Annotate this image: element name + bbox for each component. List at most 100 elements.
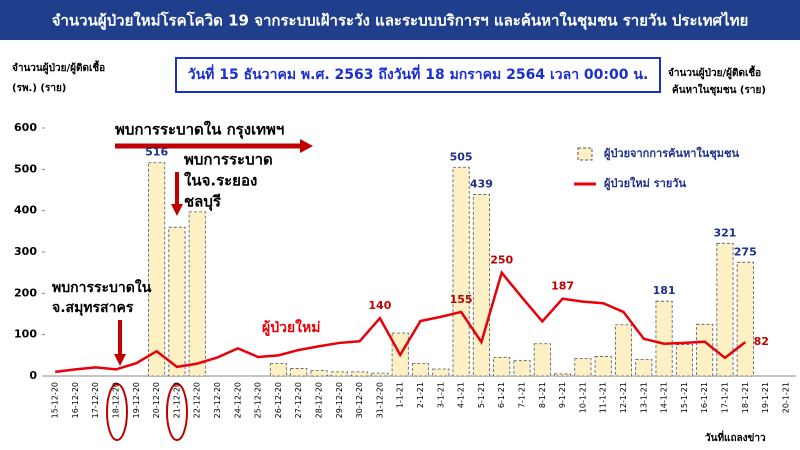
- y2-label: ค้นหาในชุมชน (ราย): [672, 83, 766, 96]
- data-label: 140: [368, 299, 391, 312]
- x-tick-label: 14-1-21: [660, 382, 669, 413]
- bar: [655, 300, 673, 377]
- legend-label: ผู้ป่วยใหม่ รายวัน: [604, 176, 686, 191]
- x-tick-label: 24-12-20: [233, 382, 242, 418]
- x-tick-label: 19-12-20: [132, 382, 141, 418]
- bar: [696, 323, 714, 377]
- annotation: ผู้ป่วยใหม่: [262, 318, 320, 336]
- annotation: พบการระบาดใน กรุงเทพฯ: [115, 121, 284, 140]
- bar: [472, 194, 490, 377]
- annotation: ชลบุรี: [184, 193, 222, 212]
- x-tick-label: 10-1-21: [578, 382, 587, 413]
- y-label: (รพ.) (ราย): [12, 83, 66, 94]
- y-label: จำนวนผู้ป่วย/ผู้ติดเชื้อ: [12, 60, 105, 75]
- y2-label: จำนวนผู้ป่วย/ผู้ติดเชื้อ: [668, 65, 761, 80]
- x-tick-label: 22-12-20: [193, 382, 202, 418]
- y-tick-label: 600: [14, 121, 37, 134]
- y-tick-label: 300: [14, 245, 37, 258]
- data-label: 275: [734, 245, 757, 258]
- chart-title: จำนวนผู้ป่วยใหม่โรคโควิด 19 จากระบบเฝ้าร…: [52, 11, 749, 31]
- legend-label: ผู้ป่วยจากการค้นหาในชุมชน: [604, 146, 739, 161]
- arrow-head: [300, 139, 313, 153]
- data-label: 181: [653, 284, 676, 297]
- data-label: 155: [450, 293, 473, 306]
- bar: [635, 359, 653, 377]
- x-tick-label: 16-12-20: [71, 382, 80, 418]
- legend-swatch: [577, 147, 593, 161]
- annotation: ในจ.ระยอง: [184, 172, 257, 190]
- data-label: 250: [490, 254, 513, 267]
- bar: [432, 368, 450, 377]
- arrow-head: [114, 354, 126, 366]
- bar: [533, 343, 551, 377]
- annotation: พบการระบาด: [184, 151, 273, 169]
- bar: [188, 211, 206, 377]
- x-tick-label: 26-12-20: [274, 382, 283, 418]
- data-label: 516: [145, 146, 168, 159]
- x-tick-label: 25-12-20: [254, 382, 263, 418]
- data-label: 321: [713, 226, 736, 239]
- x-tick-label: 23-12-20: [213, 382, 222, 418]
- x-tick-label: 16-1-21: [700, 382, 709, 413]
- x-tick-label: 28-12-20: [315, 382, 324, 418]
- x-tick-label: 2-1-21: [416, 382, 425, 408]
- bar: [614, 324, 632, 377]
- y-tick-label: 100: [14, 328, 37, 341]
- y-tick-label: 200: [14, 286, 37, 299]
- bar: [594, 356, 612, 377]
- x-tick-label: 3-1-21: [436, 382, 445, 408]
- x-tick-label: 19-1-21: [761, 382, 770, 413]
- x-tick-label: 8-1-21: [538, 382, 547, 408]
- x-tick-label: 18-12-20: [112, 382, 121, 418]
- highlight-circle: [166, 383, 188, 441]
- x-tick-label: 4-1-21: [457, 382, 466, 408]
- bar: [269, 363, 287, 377]
- x-tick-label: 17-1-21: [720, 382, 729, 413]
- bar: [452, 166, 470, 377]
- x-tick-label: 9-1-21: [558, 382, 567, 408]
- bar: [736, 261, 754, 377]
- x-tick-label: 21-12-20: [172, 382, 181, 418]
- x-tick-label: 20-12-20: [152, 382, 161, 418]
- bar: [168, 226, 186, 377]
- x-tick-label: 15-1-21: [680, 382, 689, 413]
- x-tick-label: 18-1-21: [741, 382, 750, 413]
- y-tick-label: 0: [29, 369, 37, 382]
- x-tick-label: 27-12-20: [294, 382, 303, 418]
- y-tick-label: 500: [14, 162, 37, 175]
- arrow-head: [171, 204, 183, 216]
- x-tick-label: 17-12-20: [91, 382, 100, 418]
- bar: [411, 363, 430, 377]
- x-tick-label: 30-12-20: [355, 382, 364, 418]
- bar: [574, 358, 592, 377]
- x-tick-label: 1-1-21: [396, 382, 405, 408]
- title-band: [0, 0, 800, 40]
- bar: [675, 344, 693, 377]
- x-tick-label: 6-1-21: [497, 382, 506, 408]
- data-label: 82: [754, 335, 769, 348]
- data-label: 187: [551, 280, 574, 293]
- x-tick-label: 12-1-21: [619, 382, 628, 413]
- bar: [493, 356, 511, 377]
- x-tick-label: 7-1-21: [517, 382, 526, 408]
- x-tick-label: 20-1-21: [781, 382, 790, 413]
- bar: [290, 368, 308, 377]
- data-label: 505: [450, 150, 473, 163]
- highlight-circle: [106, 383, 128, 441]
- data-label: 439: [470, 178, 493, 191]
- bar: [513, 360, 531, 377]
- x-label: วันที่แถลงข่าว: [705, 430, 766, 444]
- y-tick-label: 400: [14, 204, 37, 217]
- annotation: พบการระบาดใน: [52, 278, 152, 296]
- x-tick-label: 11-1-21: [599, 382, 608, 413]
- x-tick-label: 31-12-20: [375, 382, 384, 418]
- bar: [351, 371, 369, 377]
- bar: [716, 242, 734, 377]
- x-tick-label: 13-1-21: [639, 382, 648, 413]
- line: [54, 270, 747, 374]
- bar: [148, 162, 166, 377]
- bar: [554, 373, 572, 377]
- annotation: จ.สมุทรสาคร: [52, 300, 134, 316]
- x-tick-label: 15-12-20: [51, 382, 60, 418]
